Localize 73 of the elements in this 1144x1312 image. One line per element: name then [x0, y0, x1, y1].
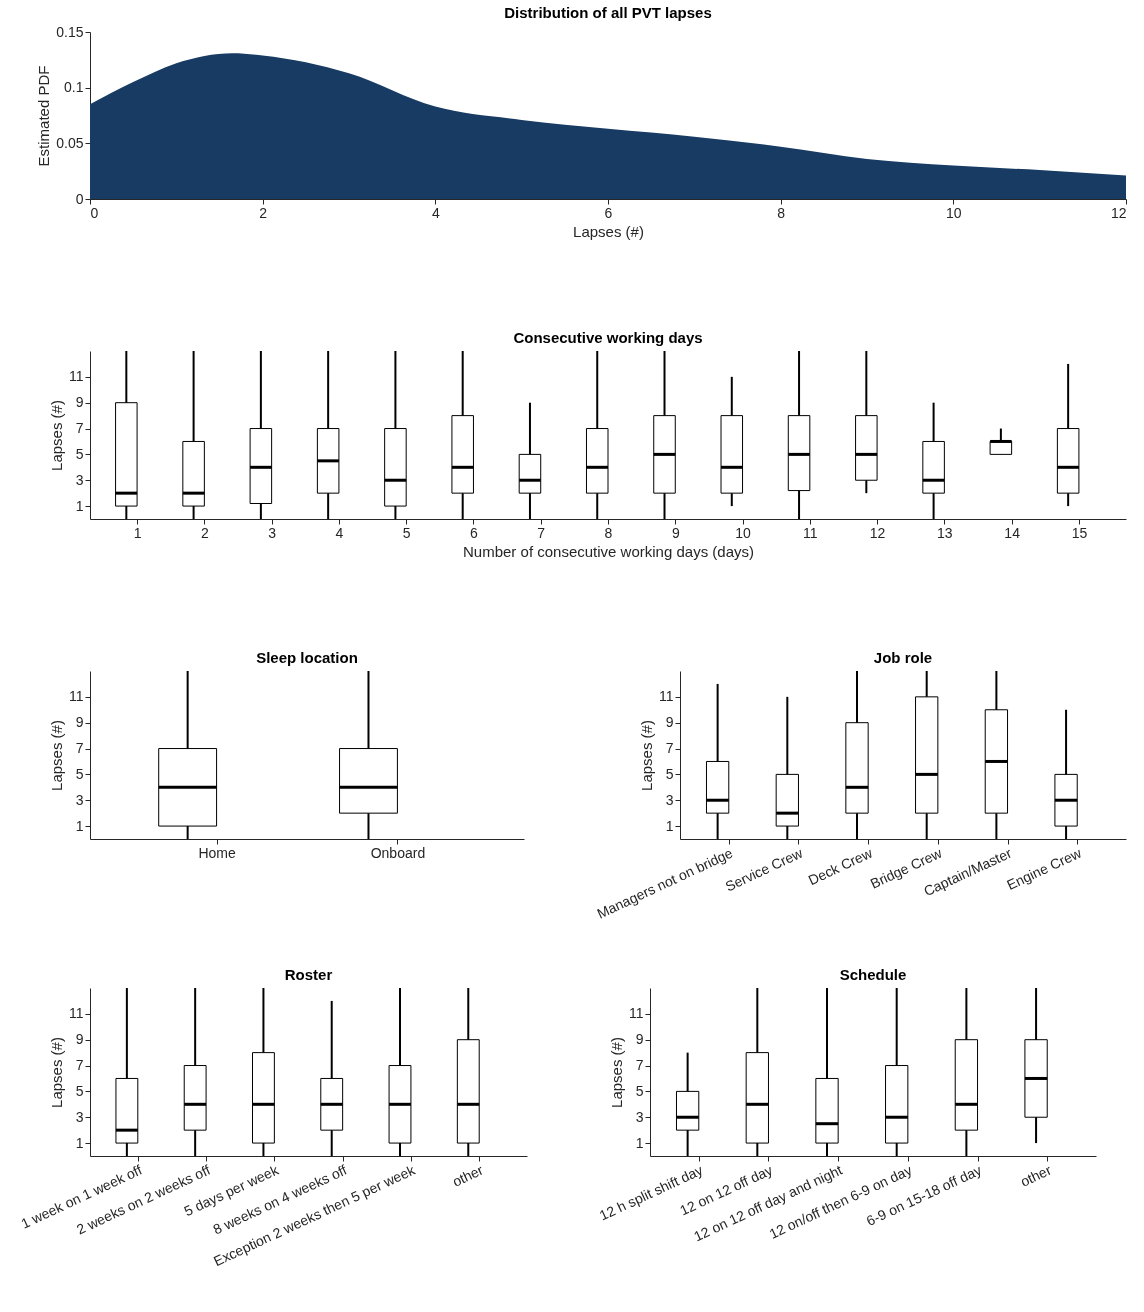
x-tick-label: 4: [431, 204, 440, 221]
y-tick-label: 1: [75, 1134, 84, 1151]
x-tick-label: 10: [946, 204, 962, 221]
x-tick-label: other: [449, 1161, 486, 1190]
x-tick-label: 13: [937, 524, 953, 541]
y-tick-label: 0: [75, 190, 84, 207]
y-tick-label: 9: [635, 1031, 644, 1048]
x-tick-label: 2: [200, 524, 209, 541]
x-tick-label: Home: [198, 844, 236, 861]
y-tick-label: 9: [75, 714, 84, 731]
x-tick-label: 2: [259, 204, 268, 221]
x-tick-label: 1: [133, 524, 142, 541]
y-tick-label: 5: [75, 1082, 84, 1099]
y-tick-label: 9: [665, 714, 674, 731]
chart-title: Job role: [873, 649, 933, 666]
y-tick-label: 7: [75, 740, 84, 757]
y-tick-label: 3: [665, 791, 674, 808]
chart-title: Sleep location: [256, 649, 358, 666]
x-tick-label: 12: [869, 524, 886, 541]
y-tick-label: 7: [665, 740, 674, 757]
x-tick-label: 8: [777, 204, 786, 221]
x-tick-label: other: [1017, 1161, 1054, 1190]
y-tick-label: 11: [658, 688, 674, 705]
y-tick-label: 7: [75, 1057, 84, 1074]
x-tick-label: 3: [268, 524, 277, 541]
y-axis-title: Lapses (#): [47, 720, 65, 791]
y-tick-label: 7: [635, 1057, 644, 1074]
y-tick-label: 11: [68, 1005, 84, 1022]
x-tick-label: 12: [1110, 204, 1127, 221]
x-tick-label: 15: [1071, 524, 1088, 541]
x-tick-label: Onboard: [370, 844, 426, 861]
y-axis-title: Lapses (#): [637, 720, 655, 791]
y-axis-title: Lapses (#): [47, 1037, 65, 1108]
y-tick-label: 5: [75, 765, 84, 782]
y-axis-title: Estimated PDF: [35, 65, 53, 167]
x-tick-label: 4: [335, 524, 344, 541]
y-tick-label: 11: [628, 1005, 644, 1022]
x-tick-label: 11: [803, 524, 818, 541]
y-tick-label: 0.15: [56, 23, 84, 40]
x-tick-label: 5: [402, 524, 411, 541]
chart-title: Consecutive working days: [513, 329, 703, 346]
x-tick-label: 10: [735, 524, 752, 541]
chart-title: Distribution of all PVT lapses: [504, 4, 712, 21]
y-tick-label: 0.05: [56, 134, 84, 151]
y-axis-title: Lapses (#): [607, 1037, 625, 1108]
y-tick-label: 3: [75, 791, 84, 808]
x-tick-label: 7: [537, 524, 546, 541]
y-tick-label: 1: [75, 497, 84, 514]
chart-title: Roster: [284, 966, 333, 983]
y-tick-label: 11: [68, 688, 84, 705]
x-tick-label: 0: [90, 204, 99, 221]
y-tick-label: 5: [75, 445, 84, 462]
y-tick-label: 3: [75, 1108, 84, 1125]
y-tick-label: 7: [75, 420, 84, 437]
x-tick-label: 8: [604, 524, 613, 541]
x-axis-title: Lapses (#): [573, 222, 644, 240]
chart-title: Schedule: [839, 966, 907, 983]
y-tick-label: 0.1: [64, 79, 84, 96]
y-tick-label: 3: [635, 1108, 644, 1125]
x-tick-label: 6: [604, 204, 613, 221]
y-tick-label: 9: [75, 1031, 84, 1048]
y-tick-label: 1: [75, 817, 84, 834]
y-tick-label: 1: [665, 817, 674, 834]
x-axis-title: Number of consecutive working days (days): [463, 542, 754, 560]
y-tick-label: 9: [75, 394, 84, 411]
x-tick-label: 14: [1004, 524, 1021, 541]
x-tick-label: 6: [470, 524, 479, 541]
y-tick-label: 11: [68, 368, 84, 385]
y-tick-label: 5: [635, 1082, 644, 1099]
y-tick-label: 5: [665, 765, 674, 782]
y-axis-title: Lapses (#): [47, 400, 65, 471]
y-tick-label: 3: [75, 471, 84, 488]
y-tick-label: 1: [635, 1134, 644, 1151]
